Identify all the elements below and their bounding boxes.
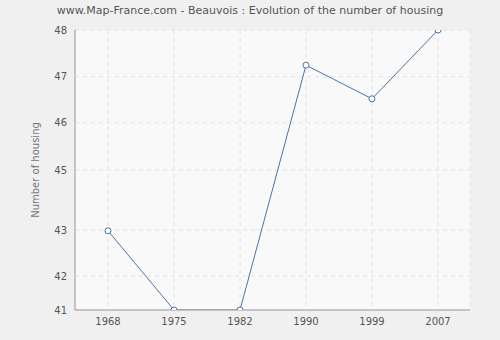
html-text:www.Map-France.com - Beauvois: www.Map-France.com - Beauvois : Evolutio… [56,4,444,17]
svg-text:1990: 1990 [293,316,318,327]
svg-text:41: 41 [54,305,67,316]
svg-text:Number of housing: Number of housing [30,122,41,218]
svg-text:43: 43 [54,225,67,236]
svg-text:1999: 1999 [359,316,384,327]
svg-text:1975: 1975 [161,316,186,327]
svg-text:1968: 1968 [95,316,120,327]
svg-text:47: 47 [54,71,67,82]
svg-text:46: 46 [54,117,67,128]
svg-text:48: 48 [54,25,67,36]
svg-text:45: 45 [54,165,67,176]
svg-text:2007: 2007 [425,316,450,327]
svg-text:42: 42 [54,271,67,282]
svg-text:1982: 1982 [227,316,252,327]
